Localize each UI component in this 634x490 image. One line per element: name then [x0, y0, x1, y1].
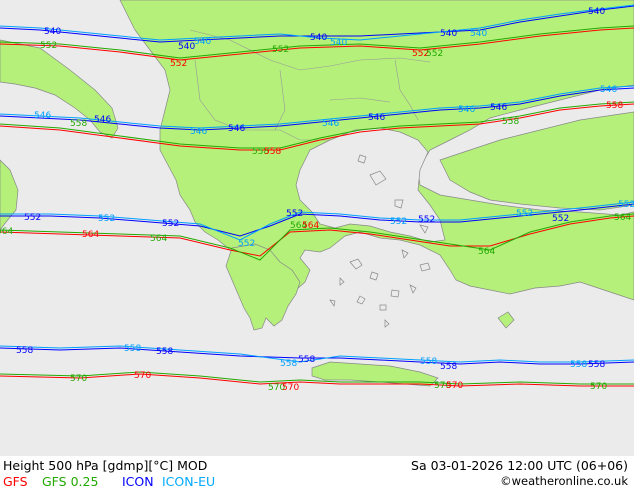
legend-gfs: GFS [3, 474, 28, 489]
label-552: 552 [390, 217, 407, 227]
legend-gfs025: GFS 0.25 [42, 474, 99, 489]
label-546: 546 [34, 111, 51, 121]
label-546: 546 [458, 105, 475, 115]
label-570: 570 [282, 383, 299, 393]
label-558: 558 [264, 147, 281, 157]
valid-datetime: Sa 03-01-2026 12:00 UTC (06+06) [411, 458, 628, 473]
label-564: 564 [150, 234, 167, 244]
label-540: 540 [470, 29, 487, 39]
label-564: 564 [82, 230, 99, 240]
label-558: 558 [420, 357, 437, 367]
land-italy-toe [0, 159, 19, 231]
legend-iconeu: ICON-EU [162, 474, 216, 489]
contour-540 [0, 4, 634, 43]
label-540: 540 [194, 37, 211, 47]
label-546: 546 [368, 113, 385, 123]
label-552: 552 [618, 200, 634, 210]
label-570: 570 [134, 371, 151, 381]
label-546: 546 [228, 124, 245, 134]
label-540: 540 [588, 7, 605, 17]
map-title: Height 500 hPa [gdmp][°C] MOD [3, 458, 208, 473]
label-552: 552 [170, 59, 187, 69]
land-rhodes [497, 311, 515, 329]
label-564: 564 [478, 247, 495, 257]
contour-552-middle [0, 201, 634, 241]
label-558: 558 [70, 119, 87, 129]
label-552: 552 [40, 41, 57, 51]
aegean-islands [329, 154, 431, 328]
label-558: 558 [252, 147, 269, 157]
label-552: 552 [98, 214, 115, 224]
label-558: 558 [570, 360, 587, 370]
label-546: 546 [94, 115, 111, 125]
label-540: 540 [310, 33, 327, 43]
contour-labels: 540 540 540 540 540 540 540 540 552 552 … [0, 7, 634, 393]
label-558: 558 [502, 117, 519, 127]
label-558: 558 [280, 359, 297, 369]
contour-570 [0, 371, 634, 387]
label-570: 570 [446, 381, 463, 391]
contour-558-south [0, 345, 634, 365]
label-546: 546 [190, 127, 207, 137]
label-552: 552 [286, 209, 303, 219]
contour-552-north [0, 25, 634, 61]
label-558: 558 [588, 360, 605, 370]
label-558: 558 [16, 346, 33, 356]
legend-icon: ICON [122, 474, 154, 489]
label-564: 564 [0, 227, 13, 237]
label-540: 540 [178, 42, 195, 52]
label-558: 558 [606, 101, 623, 111]
label-552: 552 [412, 49, 429, 59]
label-552: 552 [24, 213, 41, 223]
label-570: 570 [590, 382, 607, 392]
label-552: 552 [238, 239, 255, 249]
contour-546 [0, 85, 634, 131]
label-564: 564 [290, 221, 307, 231]
label-546: 546 [322, 119, 339, 129]
label-540: 540 [44, 27, 61, 37]
label-552: 552 [552, 214, 569, 224]
label-564: 564 [614, 213, 631, 223]
label-546: 546 [490, 103, 507, 113]
label-570: 570 [70, 374, 87, 384]
label-552: 552 [272, 45, 289, 55]
label-540: 540 [330, 38, 347, 48]
label-552: 552 [516, 209, 533, 219]
label-552: 552 [426, 49, 443, 59]
label-570: 570 [434, 381, 451, 391]
contour-564 [0, 213, 634, 261]
label-564: 564 [302, 221, 319, 231]
land-italy [0, 39, 119, 139]
label-540: 540 [440, 29, 457, 39]
label-558: 558 [124, 344, 141, 354]
label-552: 552 [162, 219, 179, 229]
land-crete [311, 361, 439, 387]
label-558: 558 [298, 355, 315, 365]
footer: Height 500 hPa [gdmp][°C] MOD Sa 03-01-2… [0, 456, 634, 490]
land-anatolia [439, 111, 634, 211]
label-552: 552 [418, 215, 435, 225]
contour-558-north [0, 101, 634, 151]
label-558: 558 [440, 362, 457, 372]
credit[interactable]: ©weatheronline.co.uk [500, 474, 628, 488]
label-558: 558 [156, 347, 173, 357]
label-546: 546 [600, 85, 617, 95]
label-570: 570 [268, 383, 285, 393]
map: 540 540 540 540 540 540 540 540 552 552 … [0, 0, 634, 456]
land-peloponnese [225, 243, 301, 331]
